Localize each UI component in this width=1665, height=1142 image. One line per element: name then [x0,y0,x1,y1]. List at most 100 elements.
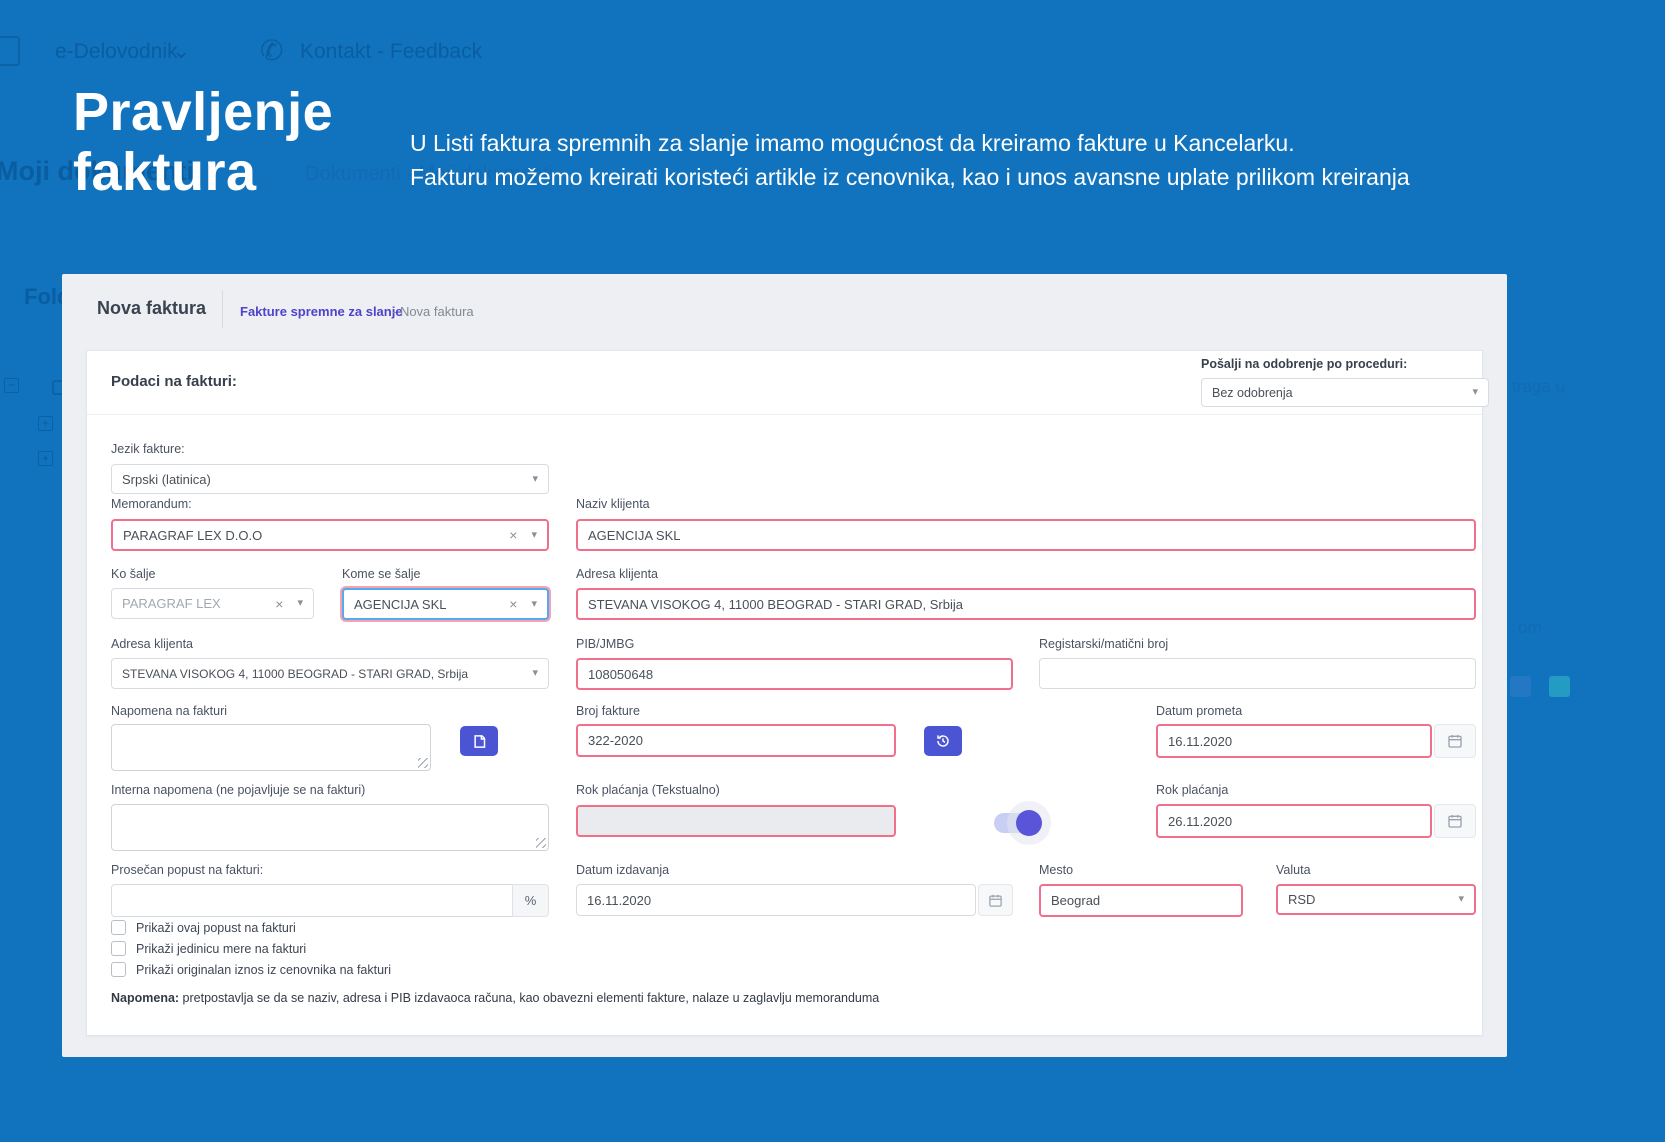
invoice-card: Nova faktura Fakture spremne za slanje -… [62,274,1507,1057]
panel-divider [87,414,1482,415]
footer-note: Napomena: pretpostavlja se da se naziv, … [111,991,879,1005]
page-title-line2: faktura [73,142,257,202]
clear-icon[interactable]: × [275,595,284,612]
ko-salje-select[interactable]: PARAGRAF LEX × ▾ [111,588,314,619]
datum-izdavanja-label: Datum izdavanja [576,863,670,877]
popust-percent-suffix: % [512,884,549,917]
invoice-number-history-button[interactable] [924,726,962,756]
resize-grip-icon[interactable] [418,758,428,768]
rok-placanja-input[interactable] [1156,804,1432,838]
calendar-icon [1448,815,1462,828]
reg-broj-input[interactable] [1039,658,1476,689]
ghost-breadcrumb: Dokumenti - Moji dokumenti [305,163,553,185]
note-template-button[interactable] [460,726,498,756]
napomena-label: Napomena na fakturi [111,704,228,718]
jezik-fakture-value: Srpski (latinica) [122,471,211,487]
page-description-line1: U Listi faktura spremnih za slanje imamo… [410,130,1295,156]
rok-placanja-field[interactable] [1168,813,1420,829]
datum-prometa-label: Datum prometa [1156,704,1243,718]
tree-collapse-icon: − [4,378,19,393]
adresa-klijenta-field[interactable] [588,596,1464,612]
checkbox-jedinica-mere[interactable] [111,941,126,956]
datum-izdavanja-field[interactable] [587,892,965,908]
calendar-icon [989,894,1002,907]
rok-placanja-calendar-button[interactable] [1434,804,1476,838]
invoice-form-panel: Podaci na fakturi: Pošalji na odobrenje … [86,350,1489,1036]
napomena-textarea[interactable] [111,724,431,771]
ghost-right-fragment: om [1518,618,1542,637]
kome-se-salje-label: Kome se šalje [342,567,421,581]
page-description: U Listi faktura spremnih za slanje imamo… [410,126,1410,194]
interna-napomena-textarea[interactable] [111,804,549,851]
toggle-knob[interactable] [1016,810,1042,836]
ghost-document-icon [0,36,20,66]
napomena-field[interactable] [112,725,430,770]
naziv-klijenta-input[interactable] [576,519,1476,551]
mesto-input[interactable] [1039,884,1243,917]
adresa-klijenta-input[interactable] [576,588,1476,620]
chevron-down-icon: ▾ [1458,893,1464,905]
rok-placanja-toggle[interactable] [994,810,1042,836]
breadcrumb-link[interactable]: Fakture spremne za slanje [240,304,403,319]
kome-se-salje-select[interactable]: AGENCIJA SKL × ▾ [342,588,549,620]
clear-icon[interactable]: × [509,596,518,612]
rok-placanja-tekst-input [576,805,896,837]
approval-label: Pošalji na odobrenje po proceduri: [1201,357,1408,371]
pib-field[interactable] [588,666,1001,682]
footer-note-text: pretpostavlja se da se naziv, adresa i P… [179,991,880,1005]
tree-expand-icon: + [38,451,53,466]
resize-grip-icon[interactable] [536,838,546,848]
ko-salje-value: PARAGRAF LEX [122,596,221,611]
chevron-down-icon: ▾ [297,597,303,609]
datum-prometa-calendar-button[interactable] [1434,724,1476,758]
rok-placanja-tekst-field [588,813,884,829]
datum-prometa-field[interactable] [1168,733,1420,749]
page-description-line2: Fakturu možemo kreirati koristeći artikl… [410,164,1410,190]
approval-select[interactable]: Bez odobrenja ▾ [1201,378,1489,407]
phone-icon: ✆ [260,35,284,66]
interna-napomena-field[interactable] [112,805,548,850]
checkbox-popust[interactable] [111,920,126,935]
mesto-field[interactable] [1051,893,1231,908]
memorandum-label: Memorandum: [111,497,192,511]
chevron-down-icon: ▾ [1472,386,1478,398]
checkbox-originalan-iznos-label: Prikaži originalan iznos iz cenovnika na… [136,963,391,977]
popust-field[interactable] [122,893,502,908]
valuta-select[interactable]: RSD ▾ [1276,884,1476,915]
valuta-label: Valuta [1276,863,1311,877]
chevron-down-icon: ▾ [532,667,538,679]
breadcrumb-current: - Nova faktura [392,304,474,319]
naziv-klijenta-field[interactable] [588,527,1464,543]
ghost-right-fragment: traga u [1512,377,1565,396]
reg-broj-field[interactable] [1050,666,1465,681]
datum-prometa-input[interactable] [1156,724,1432,758]
adresa-klijenta-select[interactable]: STEVANA VISOKOG 4, 11000 BEOGRAD - STARI… [111,658,549,689]
popust-input[interactable] [111,884,513,917]
popust-label: Prosečan popust na fakturi: [111,863,264,877]
mesto-label: Mesto [1039,863,1074,877]
adresa-klijenta-select-label: Adresa klijenta [111,637,193,651]
memorandum-select[interactable]: PARAGRAF LEX D.O.O × ▾ [111,519,549,551]
jezik-fakture-select[interactable]: Srpski (latinica) ▾ [111,464,549,494]
rok-placanja-label: Rok plaćanja [1156,783,1229,797]
chevron-down-icon: ▾ [531,597,537,610]
card-title: Nova faktura [97,298,207,318]
note-icon [473,734,485,748]
chevron-down-icon: ▾ [531,528,537,541]
checkbox-jedinica-mere-label: Prikaži jedinicu mere na fakturi [136,942,307,956]
datum-izdavanja-input[interactable] [576,884,976,916]
pib-label: PIB/JMBG [576,637,635,651]
valuta-value: RSD [1288,892,1316,907]
adresa-klijenta-select-value: STEVANA VISOKOG 4, 11000 BEOGRAD - STARI… [122,666,469,681]
clear-icon[interactable]: × [509,527,518,543]
jezik-fakture-label: Jezik fakture: [111,442,185,456]
broj-fakture-field[interactable] [588,733,884,748]
pib-input[interactable] [576,658,1013,690]
datum-izdavanja-calendar-button[interactable] [978,884,1013,916]
checkbox-popust-label: Prikaži ovaj popust na fakturi [136,921,296,935]
reg-broj-label: Registarski/matični broj [1039,637,1169,651]
broj-fakture-input[interactable] [576,724,896,757]
page-title: Pravljenje faktura [73,82,333,202]
checkbox-originalan-iznos[interactable] [111,962,126,977]
